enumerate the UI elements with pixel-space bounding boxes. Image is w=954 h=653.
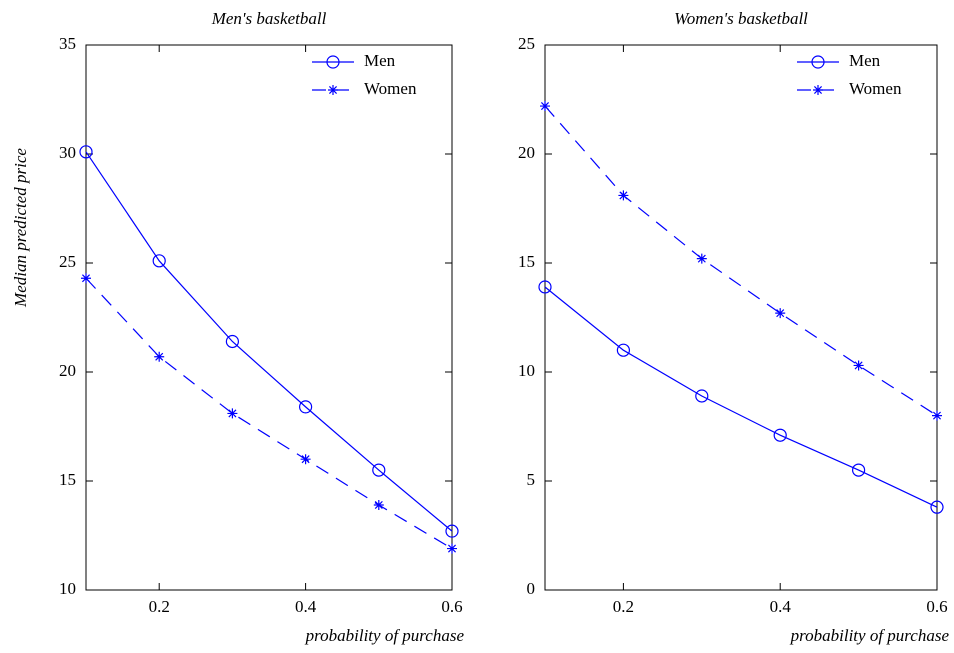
y-tick-label: 20 (59, 361, 76, 380)
legend-label: Women (849, 79, 902, 98)
x-tick-label: 0.4 (295, 597, 317, 616)
series-line (544, 105, 938, 417)
legend-label: Women (364, 79, 417, 98)
marker (300, 454, 311, 465)
x-tick-label: 0.2 (613, 597, 634, 616)
x-axis-label: probability of purchase (790, 626, 950, 645)
x-tick-label: 0.6 (441, 597, 462, 616)
legend-label: Men (364, 51, 396, 70)
marker (851, 463, 866, 477)
legend-marker (326, 55, 340, 69)
marker (695, 389, 709, 403)
y-tick-label: 10 (518, 361, 535, 380)
marker (932, 410, 942, 421)
marker (616, 343, 631, 357)
y-tick-label: 10 (59, 579, 76, 598)
marker (154, 351, 165, 362)
marker (373, 499, 384, 510)
y-tick-label: 15 (59, 470, 76, 489)
marker (696, 253, 707, 264)
y-tick-label: 20 (518, 143, 535, 162)
marker (299, 400, 313, 414)
series-line (544, 286, 938, 508)
marker (79, 145, 93, 159)
axes-box (85, 44, 453, 591)
marker (445, 524, 459, 538)
x-tick-label: 0.2 (149, 597, 170, 616)
x-axis-label: probability of purchase (305, 626, 465, 645)
series-line (85, 277, 453, 550)
series-line (85, 151, 453, 532)
marker (152, 254, 166, 268)
legend-marker (813, 85, 823, 95)
x-tick-label: 0.6 (926, 597, 947, 616)
marker (618, 190, 629, 201)
legend-marker (811, 55, 825, 69)
marker (372, 463, 386, 477)
marker (81, 273, 91, 284)
x-tick-label: 0.4 (770, 597, 792, 616)
y-tick-label: 30 (59, 143, 76, 162)
marker (775, 308, 786, 319)
marker (773, 428, 787, 442)
marker (853, 360, 864, 371)
marker (540, 101, 550, 112)
y-tick-label: 0 (527, 579, 536, 598)
chart-title: Men's basketball (211, 9, 327, 28)
y-tick-label: 25 (59, 252, 76, 271)
legend-marker (328, 85, 338, 95)
marker (225, 334, 239, 349)
y-tick-label: 5 (527, 470, 536, 489)
marker (447, 543, 457, 554)
legend-label: Men (849, 51, 881, 70)
marker (930, 500, 944, 514)
chart-title: Women's basketball (674, 9, 808, 28)
axes-box (544, 44, 938, 591)
y-tick-label: 25 (518, 34, 535, 53)
y-tick-label: 35 (59, 34, 76, 53)
y-tick-label: 15 (518, 252, 535, 271)
y-axis-label: Median predicted price (11, 148, 30, 308)
marker (227, 408, 238, 419)
marker (538, 280, 552, 294)
